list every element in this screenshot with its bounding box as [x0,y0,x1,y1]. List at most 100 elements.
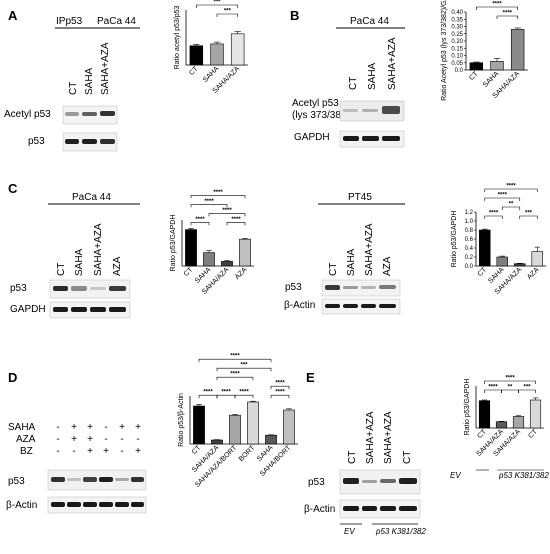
blot-e-beta-actin [339,499,421,519]
lane-label: SAHA+AZA [383,411,394,464]
lane-label: SAHA [74,248,85,276]
lane-label: SAHA+AZA [100,42,111,95]
lane-labels-a: CT SAHA SAHA+AZA [68,42,111,95]
blot-d-p53 [47,469,147,491]
treatment-sign: + [87,434,93,445]
row-label-p53: p53 [8,476,25,487]
bar [229,414,241,445]
x-tick-label: AZA [526,266,541,281]
bar [478,400,491,429]
treatment-sign: - [120,434,123,445]
significance-label: **** [204,199,214,205]
bar [239,238,251,267]
row-label-acetyl-p53: Acetyl p53 [292,98,339,109]
significance-bracket [190,222,210,226]
significance-label: ** [509,202,514,208]
x-tick-label: AZA [234,266,249,281]
bar [490,60,504,71]
lane-labels-b: CT SAHA SAHA+AZA [348,37,398,90]
bar [496,256,508,267]
header-pt45: PT45 [348,192,372,203]
y-tick-label: 0.0 [455,68,464,74]
lane-label: CT [402,451,413,464]
treatment-sign: - [56,422,59,433]
significance-bracket [518,389,536,393]
bar [189,45,204,66]
significance-label: **** [203,390,213,396]
bar [283,409,295,445]
row-label-p53: p53 [28,136,45,147]
significance-label: **** [231,217,241,223]
y-tick-label: 0.2 [465,255,474,261]
treatment-sign: - [136,434,139,445]
bar [495,421,508,429]
row-label-beta-actin: β-Actin [284,300,315,311]
bar [210,43,224,66]
row-label-acetyl-p53: Acetyl p53 [4,109,51,120]
significance-bracket [270,394,290,399]
y-tick-label: 1.0 [465,219,474,225]
x-tick-label: CT [527,428,539,440]
blot-c2-p53 [321,279,401,297]
blot-b-gapdh [339,130,405,148]
bar [193,405,205,445]
y-tick-label: 0.4 [465,246,474,252]
panel-label-d: D [8,370,17,385]
lane-label: SAHA+AZA [387,37,398,90]
lane-label: SAHA+AZA [365,411,376,464]
significance-label: ** [508,385,513,391]
header-paca44: PaCa 44 [350,16,389,27]
x-tick-label: CT [191,444,203,456]
significance-label: **** [492,2,502,8]
group-label-p53-k381-382: p53 K381/382 [375,527,426,536]
lane-label: SAHA [346,248,357,276]
significance-bracket [519,215,538,219]
blot-d-beta-actin [47,496,147,514]
y-tick-label: 0.05 [451,61,463,67]
panel-label-c: C [8,181,18,196]
treatment-sign: + [103,446,109,457]
y-axis-label: Ratio p53/GAPDH [170,215,177,272]
blot-e-groups: EV p53 K381/382 [340,523,426,536]
y-axis-label: Ratio p53/GAPDH [464,379,471,436]
significance-label: **** [506,184,516,190]
y-tick-label: 1.2 [465,210,474,216]
significance-label: **** [230,372,240,378]
significance-label: *** [523,385,531,391]
significance-label: **** [195,217,205,223]
bar [221,261,233,267]
significance-bracket [484,188,538,192]
significance-label: **** [222,208,232,214]
significance-bracket [216,13,238,17]
lane-label: CT [347,451,358,464]
row-label-beta-actin: β-Actin [304,504,335,515]
row-label-p53: p53 [308,477,325,488]
treatment-sign: - [56,434,59,445]
treatment-sign: - [104,422,107,433]
significance-label: **** [230,354,240,360]
y-axis-label: Ratio Acetyl p53 (lys 373/382)/GAPDH [441,0,448,101]
header-ipp53: IPp53 [56,16,83,27]
y-tick-label: 0.20 [451,39,463,45]
lane-label: SAHA+AZA [364,223,375,276]
bar [510,29,525,71]
group-label: p53 K381/382 [498,471,549,480]
y-tick-label: 0.0 [465,264,474,270]
bar [265,434,277,445]
significance-bracket [216,367,272,372]
lane-labels-e: CT SAHA+AZA SAHA+AZA CT [347,411,413,464]
significance-bracket [208,213,246,217]
blot-a-acetyl-p53 [62,105,118,125]
bar [247,401,259,445]
significance-label: **** [275,381,285,387]
y-tick-label: 0.15 [451,46,463,52]
significance-bracket [484,197,521,201]
row-label-beta-actin: β-Actin [6,500,37,511]
blot-c2-beta-actin [321,298,401,315]
lane-labels-c1: CT SAHA SAHA+AZA AZA [56,223,123,276]
x-tick-label: CT [468,70,480,82]
significance-bracket [198,358,272,363]
